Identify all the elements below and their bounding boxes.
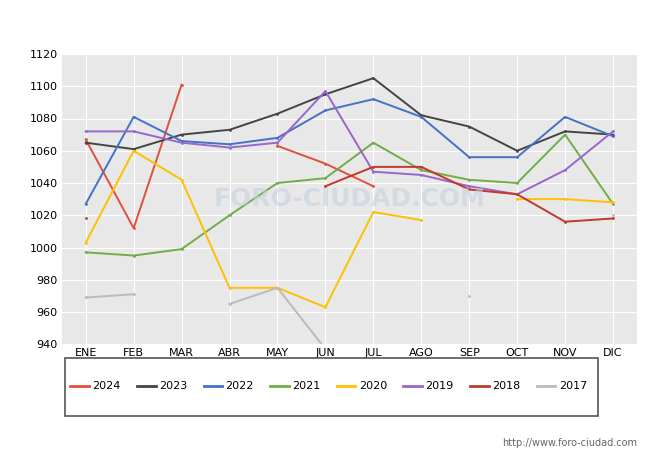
- Text: 2018: 2018: [492, 381, 520, 391]
- Text: 2021: 2021: [292, 381, 320, 391]
- Text: 2020: 2020: [359, 381, 387, 391]
- Text: http://www.foro-ciudad.com: http://www.foro-ciudad.com: [502, 438, 637, 448]
- Text: 2024: 2024: [92, 381, 121, 391]
- Text: 2022: 2022: [226, 381, 254, 391]
- Text: FORO-CIUDAD.COM: FORO-CIUDAD.COM: [213, 187, 486, 211]
- Text: 2023: 2023: [159, 381, 187, 391]
- Text: 2019: 2019: [426, 381, 454, 391]
- Text: 2017: 2017: [559, 381, 587, 391]
- Text: Afiliados en Malpartida de Cáceres a 31/5/2024: Afiliados en Malpartida de Cáceres a 31/…: [129, 14, 521, 33]
